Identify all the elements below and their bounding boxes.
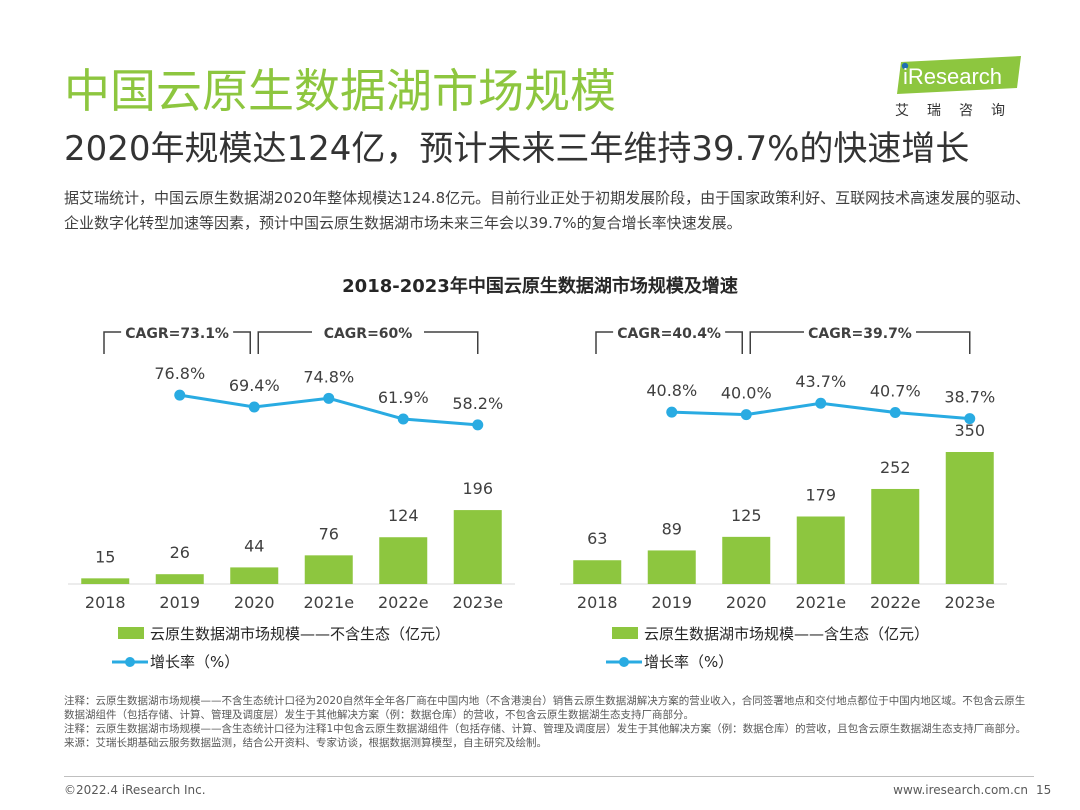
bar-1-2022e: [871, 488, 920, 584]
x-tick-label: 2023e: [452, 593, 503, 612]
bar-value-label: 350: [954, 421, 985, 440]
bar-value-label: 252: [880, 458, 911, 477]
footer-divider: [64, 776, 1034, 777]
legend-line-marker: [125, 657, 135, 667]
bar-1-2019: [647, 550, 696, 584]
growth-point: [472, 419, 484, 431]
growth-point: [889, 406, 901, 418]
page-subtitle: 2020年规模达124亿，预计未来三年维持39.7%的快速增长: [64, 129, 970, 169]
growth-point: [964, 413, 976, 425]
x-tick-label: 2018: [85, 593, 126, 612]
legend-bar-swatch: [118, 627, 144, 639]
x-tick-label: 2020: [234, 593, 275, 612]
bar-0-2023e: [453, 510, 502, 584]
iresearch-logo: iResearch 艾瑞咨询: [893, 56, 1033, 126]
page-title: 中国云原生数据湖市场规模: [64, 64, 616, 118]
bar-value-label: 76: [319, 524, 339, 543]
cagr-label-bg: [121, 320, 234, 344]
bar-value-label: 44: [244, 536, 264, 555]
bar-0-2020: [230, 567, 279, 584]
growth-point: [666, 406, 678, 418]
chart-title: 2018-2023年中国云原生数据湖市场规模及增速: [342, 276, 738, 297]
growth-point: [248, 401, 260, 413]
x-tick-label: 2021e: [795, 593, 846, 612]
logo-cn-text: 艾瑞咨询: [895, 103, 1023, 119]
x-tick-label: 2018: [577, 593, 618, 612]
growth-point: [397, 413, 409, 425]
x-tick-label: 2022e: [870, 593, 921, 612]
growth-label: 76.8%: [154, 364, 205, 383]
growth-label: 58.2%: [452, 394, 503, 413]
legend-line-label: 增长率（%）: [150, 653, 239, 671]
bar-value-label: 179: [805, 485, 836, 504]
growth-point: [740, 409, 752, 421]
description-text: 据艾瑞统计，中国云原生数据湖2020年整体规模达124.8亿元。目前行业正处于初…: [64, 189, 1031, 232]
cagr-label: CAGR=73.1%: [125, 326, 229, 342]
legend-line-label: 增长率（%）: [644, 653, 733, 671]
bar-0-2018: [81, 578, 130, 584]
bar-value-label: 89: [662, 519, 682, 538]
bar-0-2022e: [379, 537, 428, 584]
growth-point: [815, 397, 827, 409]
growth-label: 40.0%: [721, 384, 772, 403]
growth-label: 40.8%: [646, 381, 697, 400]
legend-line-marker: [619, 657, 629, 667]
growth-label: 43.7%: [795, 372, 846, 391]
bar-value-label: 124: [388, 506, 419, 525]
legend-bar-label: 云原生数据湖市场规模——不含生态（亿元）: [150, 625, 450, 643]
bar-value-label: 15: [95, 547, 115, 566]
growth-label: 74.8%: [303, 367, 354, 386]
x-tick-label: 2020: [726, 593, 767, 612]
cagr-label-bg: [804, 320, 916, 344]
x-tick-label: 2021e: [303, 593, 354, 612]
x-tick-label: 2019: [651, 593, 692, 612]
bar-value-label: 125: [731, 506, 762, 525]
growth-label: 40.7%: [870, 381, 921, 400]
cagr-label-bg: [613, 320, 726, 344]
bar-0-2019: [155, 574, 204, 584]
bar-1-2021e: [796, 516, 845, 584]
cagr-label-bg: [312, 320, 424, 344]
growth-point: [323, 392, 335, 404]
bar-value-label: 26: [170, 543, 190, 562]
growth-label: 69.4%: [229, 376, 280, 395]
growth-label: 61.9%: [378, 388, 429, 407]
bar-0-2021e: [304, 555, 353, 584]
x-tick-label: 2023e: [944, 593, 995, 612]
growth-point: [174, 389, 186, 401]
copyright-text: ©2022.4 iResearch Inc.: [64, 783, 206, 797]
legend-bar-label: 云原生数据湖市场规模——含生态（亿元）: [644, 625, 929, 643]
bar-1-2018: [573, 560, 622, 584]
bar-value-label: 63: [587, 529, 607, 548]
notes-block: 注释：云原生数据湖市场规模——不含生态统计口径为2020自然年全年各厂商在中国内…: [64, 694, 1030, 750]
legend-bar-swatch: [612, 627, 638, 639]
cagr-label: CAGR=39.7%: [808, 326, 912, 342]
page-number: 15: [1036, 783, 1052, 797]
cagr-label: CAGR=60%: [324, 326, 413, 342]
source-note: 来源：艾瑞长期基础云服务数据监测，结合公开资料、专家访谈，根据数据测算模型，自主…: [64, 737, 547, 749]
growth-label: 38.7%: [944, 388, 995, 407]
website-link[interactable]: www.iresearch.com.cn: [893, 783, 1028, 797]
iresearch-logo-mark: iResearch: [897, 56, 1021, 94]
dual-chart: 15 2018 26 2019 44 2020 76 2021e 124 2022e 196 2023…: [68, 320, 1007, 671]
x-tick-label: 2019: [159, 593, 200, 612]
x-tick-label: 2022e: [378, 593, 429, 612]
cagr-label: CAGR=40.4%: [617, 326, 721, 342]
note-2: 注释：云原生数据湖市场规模——含生态统计口径为注释1中包含云原生数据湖组件（包括…: [64, 723, 1027, 735]
bar-value-label: 196: [462, 479, 493, 498]
note-1: 注释：云原生数据湖市场规模——不含生态统计口径为2020自然年全年各厂商在中国内…: [64, 695, 1026, 721]
logo-brand-text: iResearch: [903, 64, 1002, 89]
bar-1-2020: [722, 536, 771, 584]
bar-1-2023e: [945, 452, 994, 584]
